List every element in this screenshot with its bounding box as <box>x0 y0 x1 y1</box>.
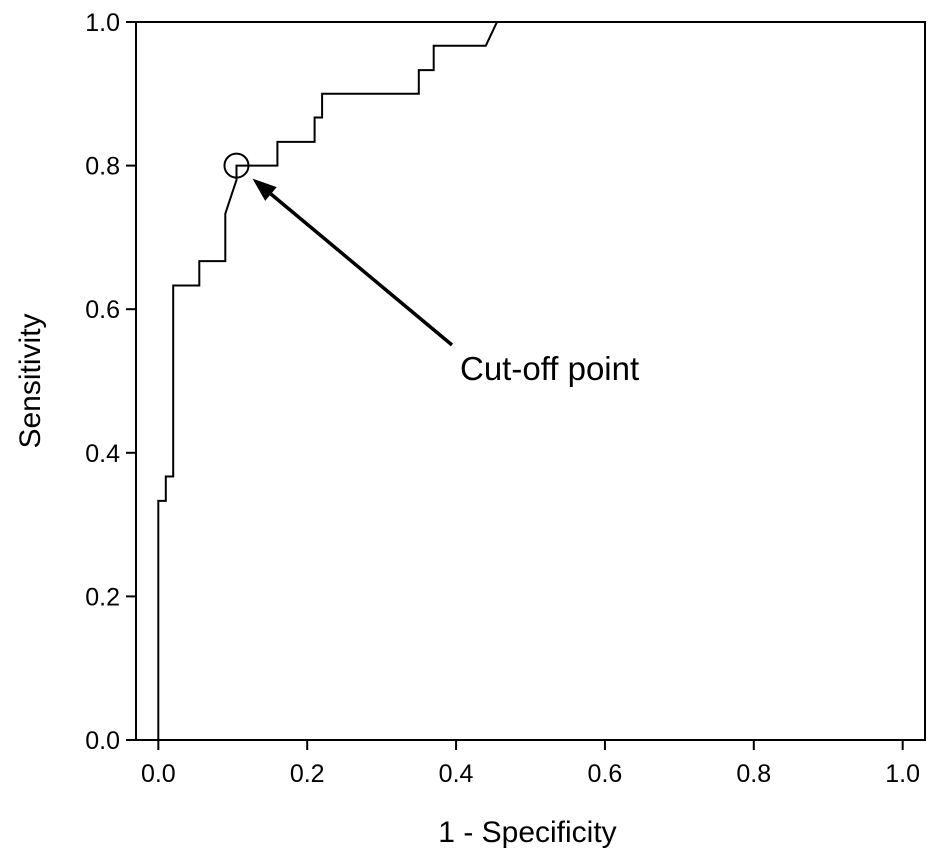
x-tick-label: 0.6 <box>588 760 623 788</box>
x-tick-label: 0.4 <box>439 760 474 788</box>
y-axis-ticks: 0.0 0.2 0.4 0.6 0.8 1.0 <box>85 9 136 755</box>
x-tick-label: 1.0 <box>885 760 920 788</box>
y-tick-label: 0.4 <box>85 440 120 468</box>
annotation-label: Cut-off point <box>460 350 639 387</box>
y-tick-label: 1.0 <box>85 9 120 37</box>
y-tick-label: 0.8 <box>85 153 120 181</box>
x-axis-ticks: 0.0 0.2 0.4 0.6 0.8 1.0 <box>141 740 920 788</box>
y-axis-title: Sensitivity <box>14 313 47 448</box>
x-tick-label: 0.8 <box>736 760 771 788</box>
x-axis-title: 1 - Specificity <box>438 816 616 849</box>
y-tick-label: 0.0 <box>85 727 120 755</box>
x-tick-label: 0.2 <box>290 760 325 788</box>
y-tick-label: 0.6 <box>85 296 120 324</box>
roc-curve <box>157 21 903 740</box>
y-tick-label: 0.2 <box>85 583 120 611</box>
annotation-arrow <box>269 192 454 347</box>
x-tick-label: 0.0 <box>141 760 176 788</box>
annotation-arrowhead <box>252 178 277 201</box>
cutoff-point-marker <box>223 152 250 179</box>
